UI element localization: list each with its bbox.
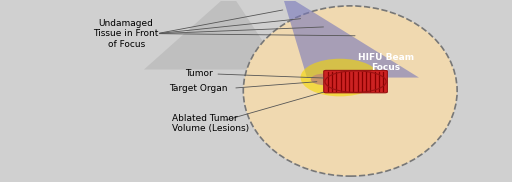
Polygon shape (282, 0, 419, 78)
FancyBboxPatch shape (324, 70, 388, 93)
Text: Tumor: Tumor (185, 70, 212, 78)
Polygon shape (144, 0, 282, 70)
Text: Ablated Tumor
Volume (Lesions): Ablated Tumor Volume (Lesions) (172, 114, 249, 133)
Text: Undamaged
Tissue in Front
of Focus: Undamaged Tissue in Front of Focus (94, 19, 159, 49)
Ellipse shape (301, 59, 379, 96)
Ellipse shape (311, 74, 339, 85)
Ellipse shape (243, 6, 457, 176)
Text: HIFU Beam
Focus: HIFU Beam Focus (358, 53, 414, 72)
Text: Target Organ: Target Organ (169, 84, 228, 93)
